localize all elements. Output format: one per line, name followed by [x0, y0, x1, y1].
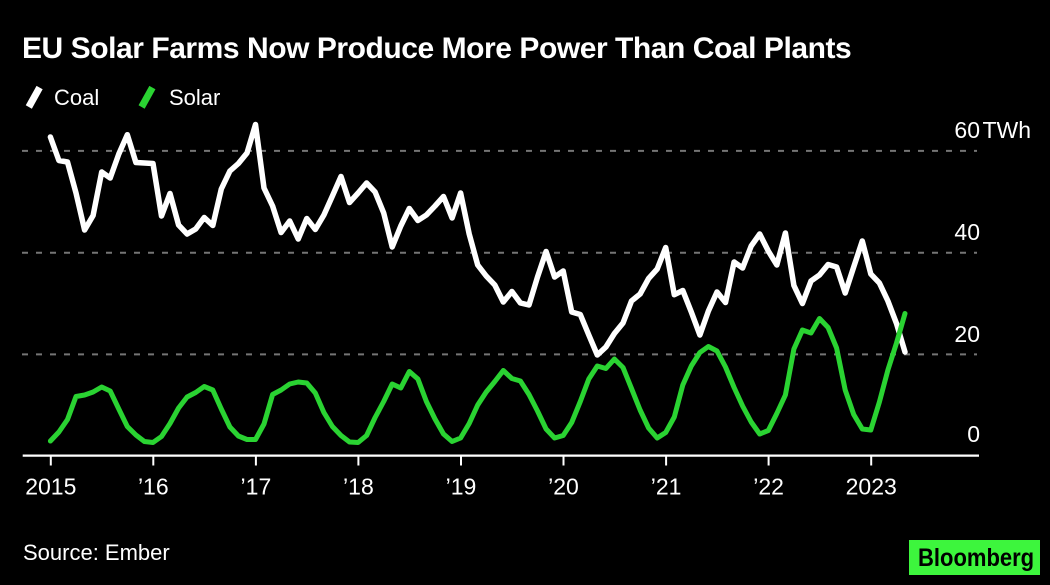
- svg-text:’18: ’18: [343, 474, 374, 500]
- svg-text:’22: ’22: [753, 474, 784, 500]
- svg-text:’16: ’16: [138, 474, 169, 500]
- svg-text:2015: 2015: [25, 474, 76, 500]
- svg-text:’20: ’20: [548, 474, 579, 500]
- svg-text:40: 40: [954, 219, 980, 245]
- svg-text:’19: ’19: [446, 474, 477, 500]
- svg-text:20: 20: [954, 321, 980, 347]
- svg-text:’21: ’21: [651, 474, 682, 500]
- svg-text:2023: 2023: [846, 474, 897, 500]
- svg-text:0: 0: [967, 421, 980, 447]
- svg-text:’17: ’17: [241, 474, 272, 500]
- svg-text:60: 60: [954, 117, 980, 143]
- svg-text:TWh: TWh: [983, 117, 1032, 143]
